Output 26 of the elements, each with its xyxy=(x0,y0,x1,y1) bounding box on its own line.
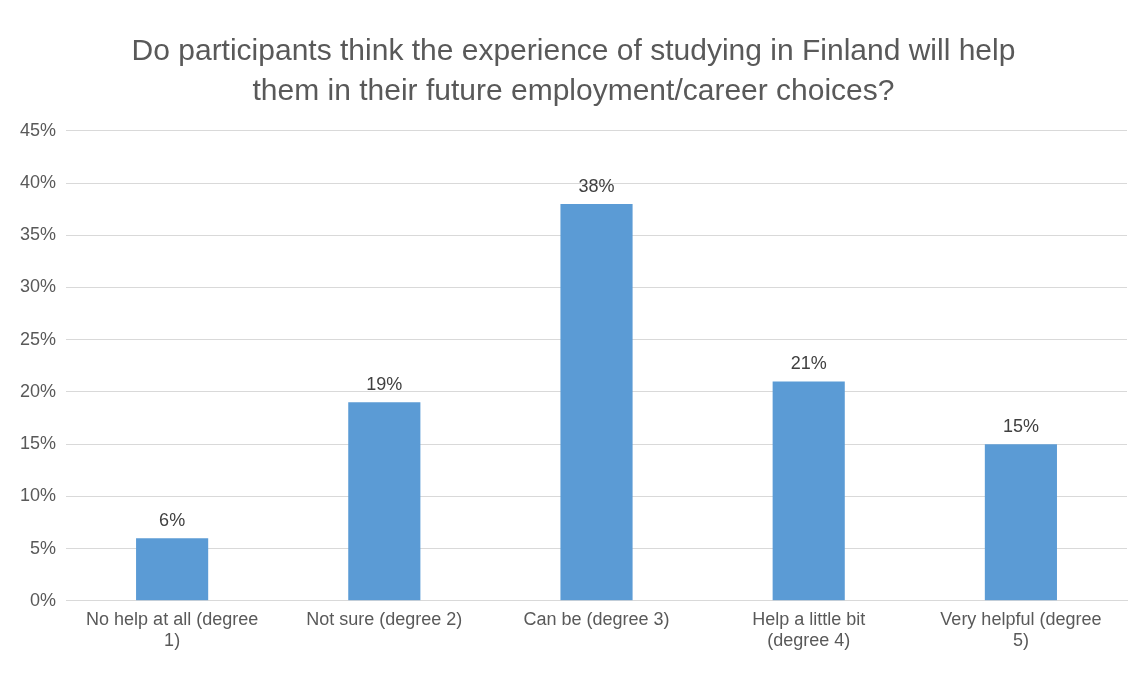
chart-title: Do participants think the experience of studying in Finland will help them in their future employment/career choices? xyxy=(130,32,1017,108)
y-tick-label: 25% xyxy=(20,328,57,349)
y-tick-label: 40% xyxy=(20,171,57,192)
x-tick-label: No help at all (degree 1) xyxy=(86,608,259,651)
bar xyxy=(348,402,421,601)
y-tick-label: 15% xyxy=(20,433,57,454)
x-tick-label: Help a little bit (degree 4) xyxy=(752,608,866,651)
data-label: 38% xyxy=(578,175,615,196)
bar xyxy=(136,538,209,601)
bar xyxy=(560,203,633,601)
y-tick-label: 30% xyxy=(20,276,57,297)
x-tick-label: Very helpful (degree 5) xyxy=(940,608,1102,651)
bar xyxy=(984,444,1057,601)
data-label: 21% xyxy=(790,353,827,374)
y-tick-label: 5% xyxy=(30,537,57,558)
x-tick-label: Can be (degree 3) xyxy=(523,608,670,629)
data-label: 15% xyxy=(1002,416,1039,437)
y-tick-label: 35% xyxy=(20,224,57,245)
y-tick-label: 45% xyxy=(20,119,57,140)
data-label: 6% xyxy=(159,510,186,531)
y-tick-label: 20% xyxy=(20,380,57,401)
y-tick-label: 10% xyxy=(20,485,57,506)
data-label: 19% xyxy=(366,374,403,395)
y-tick-label: 0% xyxy=(30,589,57,610)
bar xyxy=(772,381,845,601)
x-tick-label: Not sure (degree 2) xyxy=(306,608,463,629)
